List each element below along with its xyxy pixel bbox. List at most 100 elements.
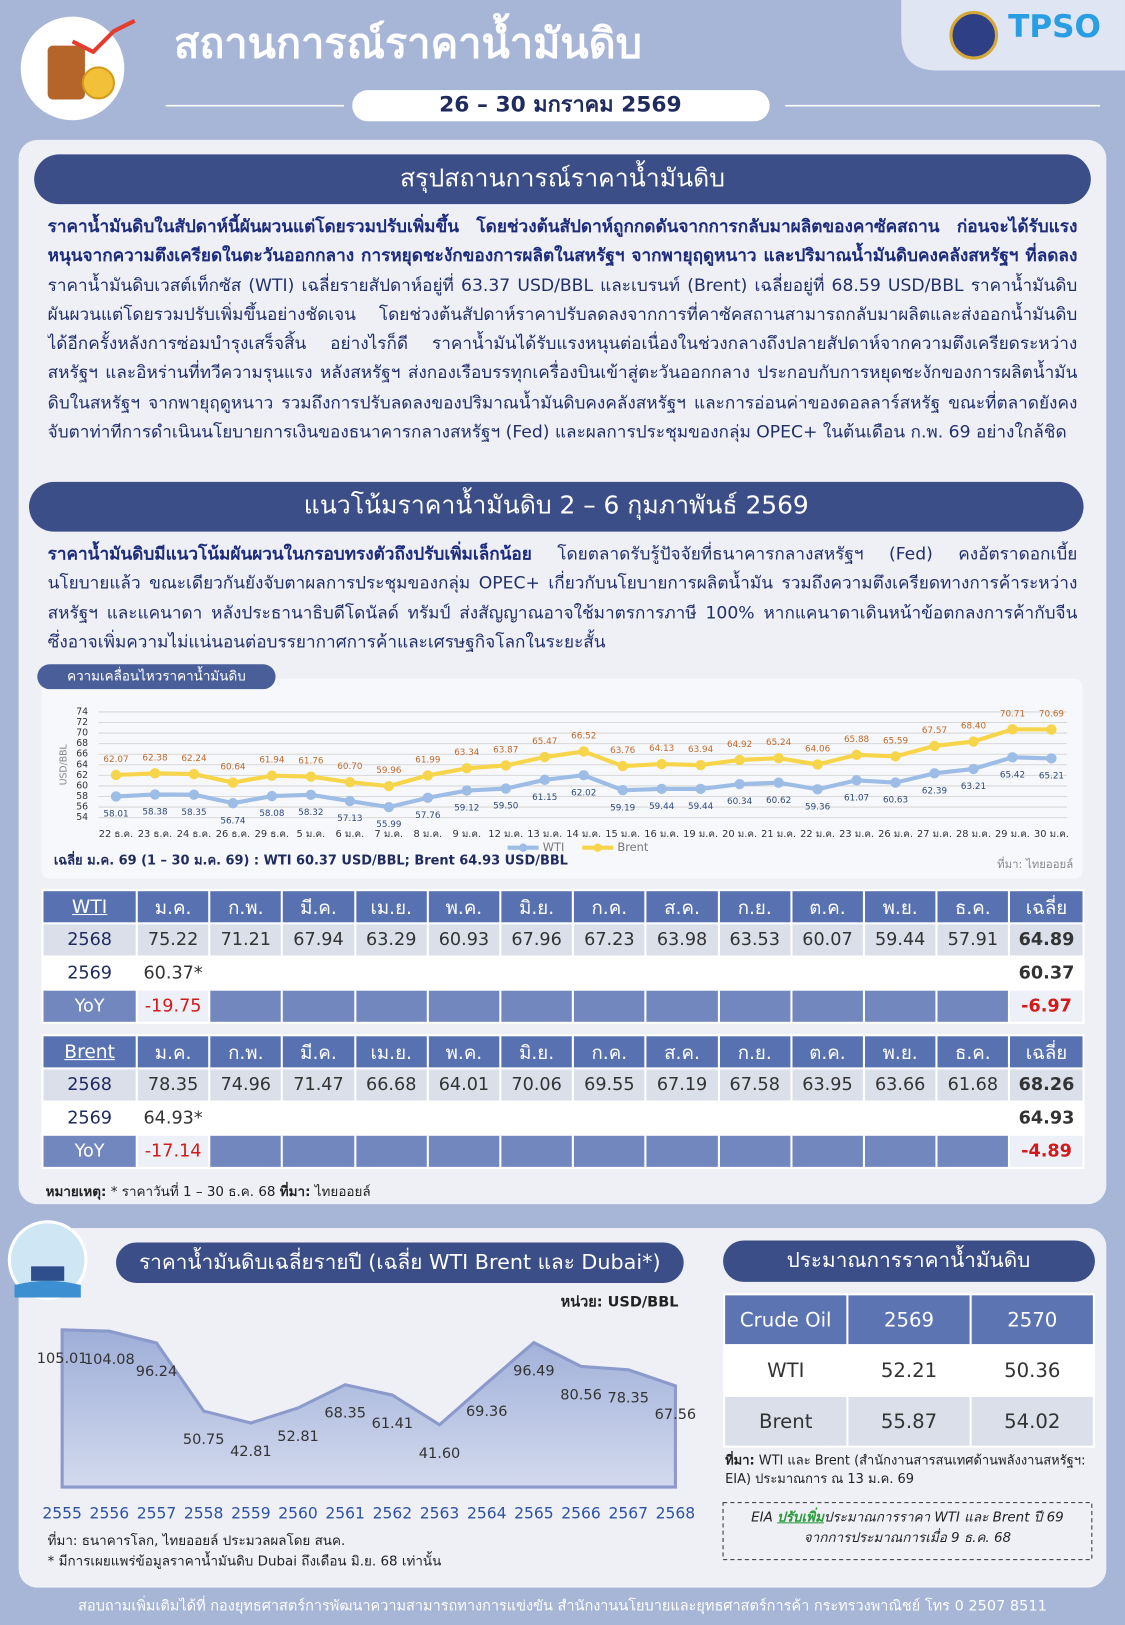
data-point [695, 783, 706, 795]
data-label: 58.01 [103, 810, 128, 820]
cell: 63.66 [862, 1067, 938, 1103]
data-label: 58.32 [298, 808, 323, 818]
forecast-table: Crude Oil 2569 2570 WTI 52.21 50.36 Bren… [723, 1293, 1095, 1448]
x-tick-label: 23 ม.ค. [839, 829, 874, 840]
data-label: 70.71 [1000, 709, 1025, 719]
cell: 60.37* [135, 955, 211, 991]
data-point [1046, 753, 1057, 764]
legend-label: WTI [543, 840, 565, 854]
x-tick-label: 14 ม.ค. [566, 829, 601, 840]
header-cell: ก.พ. [208, 1034, 284, 1070]
cell [353, 955, 429, 991]
data-point [227, 777, 239, 788]
cell: 60.37 [1008, 955, 1085, 991]
cell: 68.26 [1008, 1067, 1085, 1103]
x-tick-label: 2559 [231, 1505, 271, 1523]
header-cell: ม.ค. [135, 1034, 211, 1070]
summary-body: ราคาน้ำมันดิบเวสต์เท็กซัส (WTI) เฉลี่ยรา… [47, 275, 1078, 442]
cell: 66.68 [353, 1067, 429, 1103]
cell [717, 1100, 793, 1136]
data-point [344, 777, 356, 788]
row-label: WTI [723, 1344, 849, 1397]
table-row: 2568 78.35 74.96 71.47 66.68 64.01 70.06 69.55 6… [41, 1067, 1085, 1103]
data-point [1007, 724, 1018, 735]
cell: -4.89 [1008, 1133, 1085, 1169]
platform-icon [31, 1266, 65, 1281]
data-point [539, 751, 550, 763]
x-tick-label: 23 ธ.ค. [138, 829, 172, 840]
oil-icon [47, 45, 85, 100]
data-point [305, 771, 317, 782]
data-point [851, 749, 862, 761]
data-label: 68.40 [961, 721, 987, 731]
header-cell: Brent [41, 1034, 138, 1070]
data-label: 59.96 [376, 766, 402, 776]
date: 26 – 30 มกราคม 2569 [439, 93, 681, 118]
x-tick-label: 22 ธ.ค. [99, 829, 133, 840]
data-label: 80.56 [560, 1387, 602, 1403]
data-point [656, 758, 667, 770]
data-label: 42.81 [230, 1444, 272, 1460]
data-label: 57.76 [415, 811, 441, 821]
row-label: 2569 [41, 1100, 138, 1136]
note-text: EIA [751, 1509, 773, 1526]
header-cell: เฉลี่ย [1008, 889, 1085, 925]
data-label: 60.63 [883, 796, 908, 806]
x-tick-label: 7 ม.ค. [375, 829, 404, 840]
data-label: 66.52 [571, 731, 596, 741]
heading-pill [34, 154, 1091, 205]
heading-pill [723, 1240, 1095, 1282]
header-cell: WTI [41, 889, 138, 925]
x-tick-label: 2561 [325, 1505, 365, 1523]
x-tick-label: 2568 [656, 1505, 696, 1523]
cell: 78.35 [135, 1067, 211, 1103]
cell: 69.55 [571, 1067, 647, 1103]
table-row: YoY -17.14 -4.89 [41, 1133, 1085, 1169]
table-row: 2568 75.22 71.21 67.94 63.29 60.93 67.96 67.23 6… [41, 922, 1085, 958]
chart-title: ความเคลื่อนไหวราคาน้ำมันดิบ [67, 666, 246, 685]
note-text: * ราคาวันที่ 1 – 30 ธ.ค. 68 [110, 1184, 276, 1201]
header-cell: 2569 [846, 1293, 972, 1347]
header-cell: ก.พ. [208, 889, 284, 925]
header-row: Brent ม.ค. ก.พ. มี.ค. เม.ย. พ.ค. มิ.ย. ก.ค. ส.ค.… [41, 1034, 1085, 1070]
data-point [500, 783, 511, 794]
row-label: 2568 [41, 1067, 138, 1103]
data-label: 64.06 [805, 744, 831, 754]
section-heading: แนวโน้มราคาน้ำมันดิบ 2 – 6 กุมภาพันธ์ 25… [304, 488, 809, 521]
data-label: 61.76 [298, 757, 324, 767]
x-tick-label: 2560 [278, 1505, 318, 1523]
data-point [1046, 724, 1057, 735]
cell: 67.23 [571, 922, 647, 958]
data-point [422, 792, 434, 803]
row-label: 2568 [41, 922, 138, 958]
cell [644, 1133, 720, 1169]
cell: 64.89 [1008, 922, 1085, 958]
row-label: Brent [723, 1394, 849, 1448]
heading-pill [29, 481, 1084, 532]
platform-icon [14, 1280, 81, 1298]
x-tick-label: 2557 [137, 1505, 177, 1523]
data-point [578, 746, 589, 757]
chart-note: เฉลี่ย ม.ค. 69 (1 – 30 ม.ค. 69) : WTI 60… [54, 851, 568, 869]
cell: 63.29 [353, 922, 429, 958]
data-label: 58.38 [142, 808, 167, 818]
data-point [890, 777, 901, 788]
y-tick-label: 58 [76, 791, 88, 802]
header-cell: เม.ย. [353, 889, 429, 925]
data-label: 59.36 [805, 802, 831, 812]
cell [644, 1100, 720, 1136]
chart-tab [37, 664, 276, 690]
data-point [461, 763, 472, 774]
legend-swatch [518, 843, 528, 852]
x-tick-label: 30 ม.ค. [1034, 829, 1069, 840]
data-label: 63.76 [610, 746, 636, 756]
summary-text: ราคาน้ำมันดิบในสัปดาห์นี้ผันผวนแต่โดยรวม… [48, 212, 1078, 477]
x-tick-label: 26 ม.ค. [878, 829, 913, 840]
header-cell: ต.ค. [790, 889, 865, 925]
y-tick-label: 60 [76, 780, 88, 791]
data-label: 64.13 [649, 744, 674, 754]
x-tick-label: 21 ม.ค. [761, 829, 796, 840]
x-tick-label: 15 ม.ค. [605, 829, 640, 840]
data-label: 64.92 [727, 740, 752, 750]
data-label: 61.99 [415, 755, 440, 765]
